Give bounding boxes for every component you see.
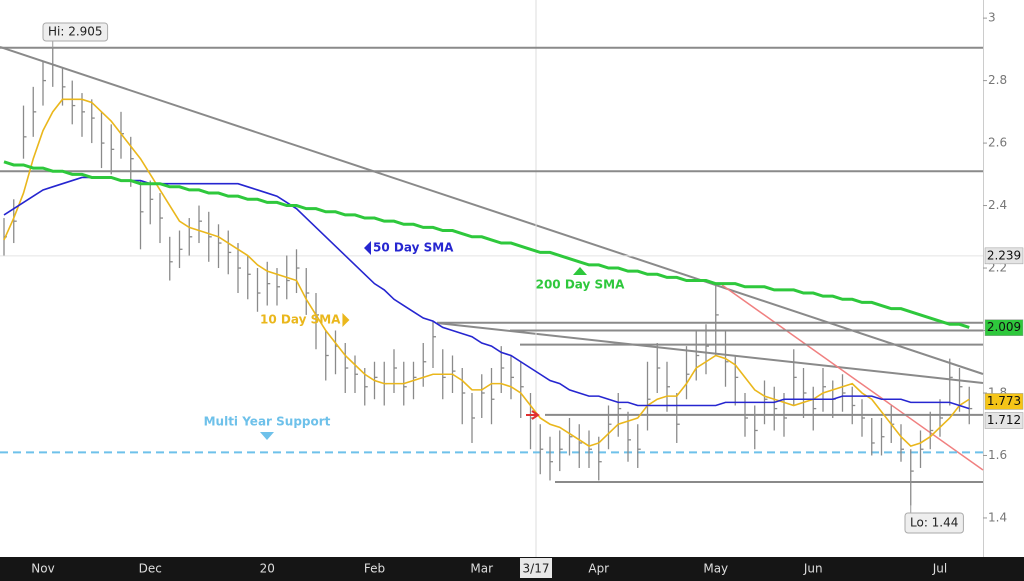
trendline [0, 46, 984, 375]
price-label-box [984, 412, 1024, 429]
support-label: Multi Year Support [204, 415, 331, 429]
price-label: 2.239 [987, 248, 1021, 262]
x-tick-label: May [703, 562, 728, 576]
legend-label: 10 Day SMA [260, 313, 341, 327]
lo-label: Lo: 1.44 [910, 516, 958, 530]
legend-label: 50 Day SMA [373, 241, 454, 255]
legend-marker [573, 267, 587, 275]
sma-line [3, 98, 970, 448]
y-tick-label: 3 [988, 11, 996, 25]
marker-arrow [526, 410, 540, 420]
legend-marker [364, 241, 371, 255]
y-tick-label: 2.6 [988, 136, 1007, 150]
price-label: 1.773 [987, 394, 1021, 408]
sma-line [3, 160, 970, 329]
x-tick-label: 3/17 [523, 562, 550, 576]
x-tick-label: Apr [588, 562, 609, 576]
price-label-box [984, 393, 1024, 410]
price-label-box [984, 247, 1024, 265]
price-label-box [984, 319, 1024, 336]
hi-label: Hi: 2.905 [48, 25, 103, 39]
x-axis-band [0, 557, 1024, 581]
x-tick-label: Jun [803, 562, 823, 576]
legend-label: 200 Day SMA [536, 278, 626, 292]
lo-label-box [904, 512, 964, 534]
y-tick-label: 1.6 [988, 448, 1007, 462]
x-tick-label: Feb [364, 562, 385, 576]
x-tick-label: Nov [31, 562, 54, 576]
y-tick-label: 1.4 [988, 510, 1007, 524]
x-tick-label: Jul [932, 562, 947, 576]
hi-label-box [42, 22, 109, 42]
y-tick-label: 2.4 [988, 198, 1007, 212]
y-tick-label: 2.8 [988, 73, 1007, 87]
support-marker [260, 432, 274, 440]
price-label: 2.009 [987, 320, 1021, 334]
x-tick-label: 20 [260, 562, 275, 576]
trendline [436, 322, 984, 384]
trendline [721, 284, 984, 471]
legend-marker [342, 313, 350, 327]
price-label: 1.712 [987, 413, 1021, 427]
plot-area [0, 0, 983, 557]
crosshair-label-box [520, 558, 552, 578]
x-tick-label: Dec [139, 562, 162, 576]
x-tick-label: Mar [470, 562, 493, 576]
